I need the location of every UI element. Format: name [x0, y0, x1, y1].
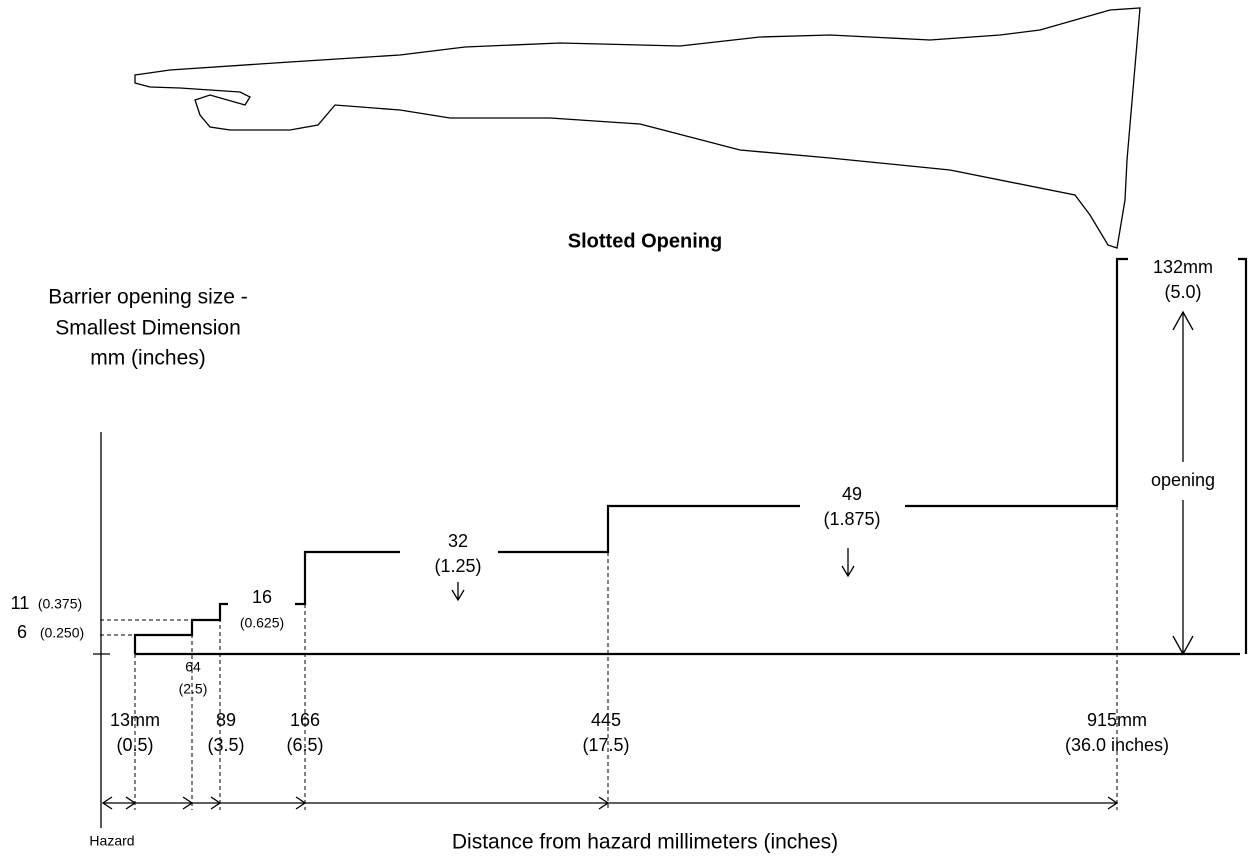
opening-inches: (1.875) [823, 509, 880, 529]
distance-mm: 915mm [1087, 710, 1147, 730]
opening-inches: (5.0) [1164, 282, 1201, 302]
opening-mm: 32 [448, 531, 468, 551]
distance-inches: (17.5) [582, 735, 629, 755]
opening-mm: 11 [11, 593, 30, 613]
opening-mm: 16 [252, 587, 272, 607]
distance-inches: (2.5) [179, 681, 208, 697]
distance-inches: (3.5) [207, 735, 244, 755]
distance-inches: (6.5) [286, 735, 323, 755]
distance-arrows [101, 796, 1119, 810]
y-axis-label: Barrier opening size - [48, 286, 248, 309]
bracket [1238, 257, 1248, 654]
opening-label: opening [1151, 470, 1215, 490]
guide-line [100, 506, 1118, 810]
down-arrow [451, 548, 855, 602]
x-axis-label: Distance from hazard millimeters (inches… [452, 831, 838, 854]
opening-inches: (0.375) [38, 596, 82, 612]
opening-inches: (0.625) [240, 615, 284, 631]
opening-inches: (1.25) [434, 556, 481, 576]
title: Slotted Opening [568, 230, 722, 252]
step-profile [133, 602, 228, 654]
opening-arrow [1172, 310, 1194, 656]
arm-outline [134, 7, 1141, 249]
y-axis-label: mm (inches) [90, 347, 206, 370]
y-axis-label: Smallest Dimension [55, 317, 241, 340]
distance-mm: 445 [591, 710, 621, 730]
hazard-label: Hazard [89, 833, 134, 849]
distance-mm: 166 [290, 710, 320, 730]
distance-mm: 64 [185, 659, 201, 675]
distance-inches: (0.5) [116, 735, 153, 755]
step-profile [295, 257, 1128, 606]
opening-inches: (0.250) [40, 625, 84, 641]
opening-mm: 132mm [1153, 257, 1213, 277]
distance-mm: 13mm [110, 710, 160, 730]
distance-inches: (36.0 inches) [1065, 735, 1169, 755]
opening-mm: 49 [842, 484, 862, 504]
distance-mm: 89 [216, 710, 236, 730]
opening-mm: 6 [17, 622, 27, 642]
